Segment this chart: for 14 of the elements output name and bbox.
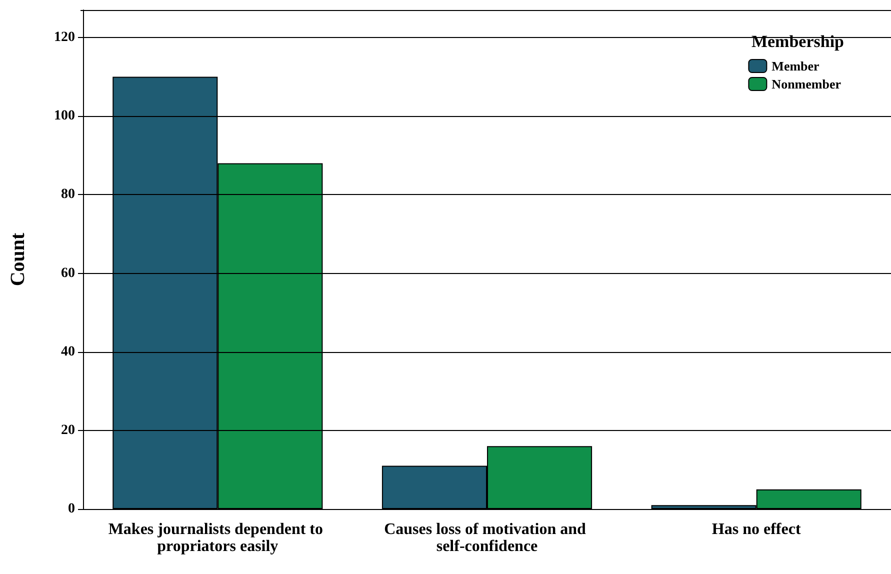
y-tick-label: 100 (54, 108, 75, 124)
y-axis-title: Count (7, 232, 29, 286)
y-tick-label: 80 (61, 187, 75, 202)
legend-label: Member (772, 58, 820, 74)
x-tick-label: Has no effect (712, 521, 802, 538)
y-tick-label: 120 (54, 30, 75, 46)
y-tick-label: 40 (61, 344, 75, 360)
y-tick-label: 0 (68, 502, 75, 516)
x-tick-label: Causes loss of motivation and self-confidence (384, 521, 590, 555)
y-tick-label: 60 (61, 266, 75, 281)
x-tick-label: Makes journalists dependent to propriators easily (108, 521, 328, 555)
legend-label: Nonmember (772, 76, 842, 92)
legend-title: Membership (751, 32, 844, 51)
y-tick-label: 20 (61, 422, 75, 438)
